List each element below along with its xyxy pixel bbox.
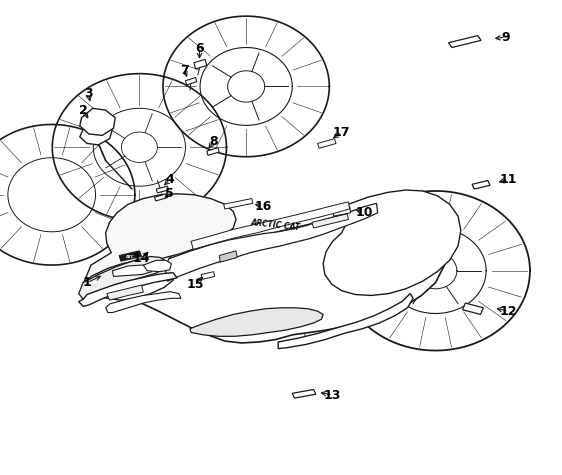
Polygon shape [79,273,177,306]
Text: 13: 13 [324,389,341,402]
Polygon shape [472,180,490,189]
Text: 2: 2 [79,104,88,117]
Polygon shape [185,77,197,85]
Polygon shape [166,203,378,281]
Polygon shape [190,308,323,336]
Text: 11: 11 [500,173,518,186]
Text: 1: 1 [83,276,92,289]
Text: 15: 15 [187,277,205,291]
Polygon shape [143,260,171,272]
Polygon shape [224,199,253,209]
Polygon shape [292,390,316,398]
Polygon shape [463,303,483,314]
Polygon shape [83,259,175,300]
Text: 10: 10 [355,206,373,219]
Polygon shape [312,214,348,228]
Polygon shape [448,36,481,48]
Polygon shape [80,121,112,145]
Polygon shape [219,251,237,262]
Text: 9: 9 [501,30,510,44]
Polygon shape [318,139,336,148]
Text: 6: 6 [195,42,204,55]
Polygon shape [107,285,143,300]
Polygon shape [83,194,236,284]
Polygon shape [323,190,461,295]
Polygon shape [80,108,115,135]
Polygon shape [207,148,219,155]
Text: 5: 5 [165,187,174,200]
Polygon shape [156,186,169,193]
Text: 12: 12 [500,304,518,318]
Polygon shape [194,59,207,69]
Text: 16: 16 [255,200,271,213]
Polygon shape [112,265,152,276]
Polygon shape [119,251,142,261]
Text: 8: 8 [209,135,218,148]
Polygon shape [201,272,215,279]
Polygon shape [155,194,167,201]
Text: 3: 3 [84,87,93,100]
Text: ATC: ATC [126,255,135,258]
Polygon shape [106,292,181,313]
Text: 4: 4 [165,173,174,186]
Text: 17: 17 [333,125,351,139]
Polygon shape [278,294,413,349]
Text: ARCTIC CAT: ARCTIC CAT [250,218,301,232]
Text: 7: 7 [180,64,189,77]
Polygon shape [191,202,350,249]
Text: 14: 14 [133,252,151,266]
Polygon shape [79,256,166,299]
Polygon shape [87,194,448,343]
Polygon shape [333,207,351,216]
